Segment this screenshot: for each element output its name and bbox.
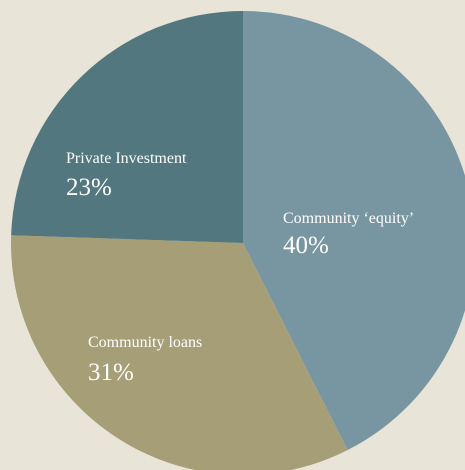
slice-label-private-investment: Private Investment [66, 150, 187, 167]
pie-slice-community-loans [11, 235, 348, 470]
slices-layer [11, 11, 465, 470]
labels-layer: Community ‘equity’ 40% Community loans 3… [66, 150, 414, 386]
slice-label-community-equity: Community ‘equity’ [283, 210, 414, 227]
slice-label-community-loans: Community loans [88, 334, 202, 351]
slice-value-community-equity: 40% [283, 232, 329, 259]
pie-slice-community-equity [243, 11, 465, 451]
pie-slice-private-investment [11, 11, 243, 243]
slice-value-community-loans: 31% [88, 359, 134, 386]
slice-value-private-investment: 23% [66, 174, 112, 201]
